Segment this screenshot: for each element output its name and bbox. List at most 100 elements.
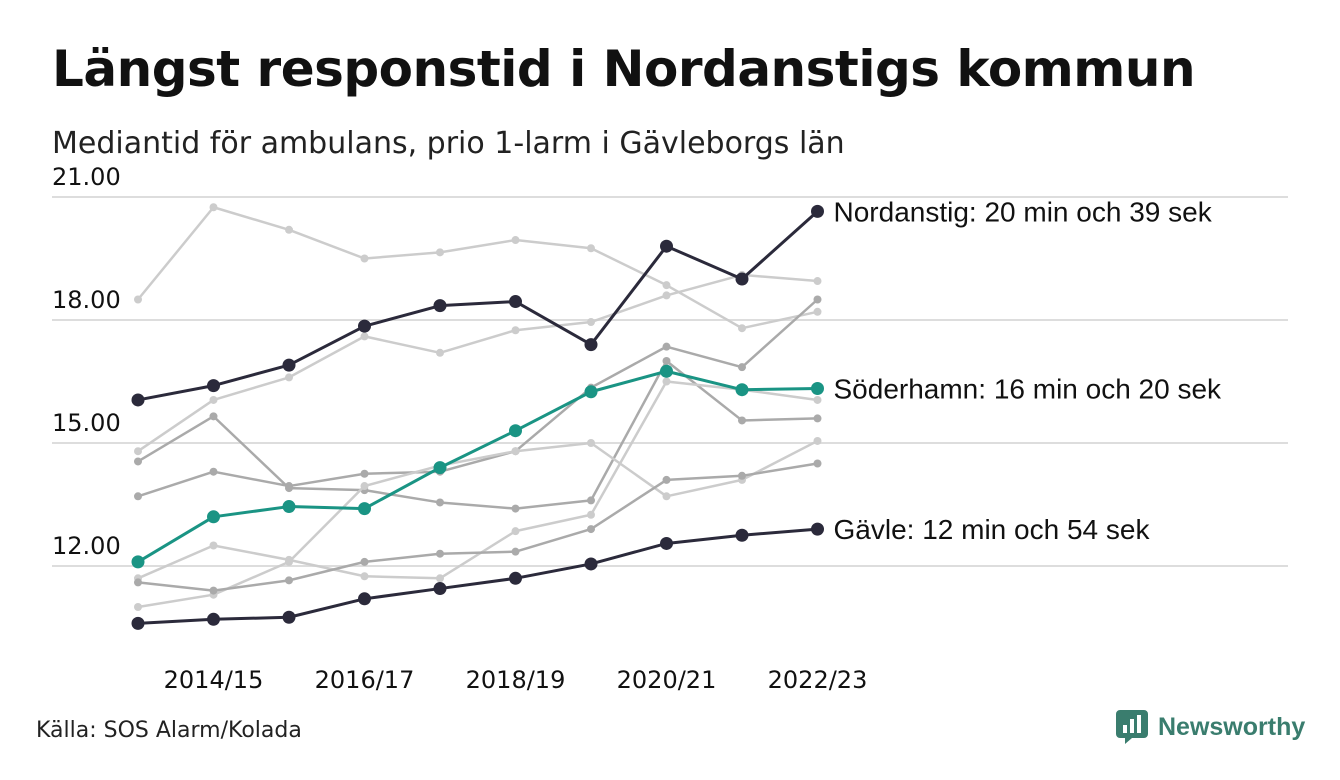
data-point: [209, 412, 218, 421]
series-line: [137, 369, 818, 564]
data-point: [134, 492, 142, 501]
data-point: [735, 383, 749, 397]
data-point: [584, 557, 598, 571]
series-background: [134, 203, 822, 333]
data-point: [509, 295, 522, 309]
data-point: [360, 469, 369, 478]
data-point: [662, 342, 671, 351]
data-point: [285, 225, 293, 234]
series-nordanstig: Nordanstig: 20 min och 39 sek: [131, 196, 1213, 407]
data-point: [282, 358, 296, 372]
data-point: [662, 492, 671, 501]
x-tick-label: 2022/23: [768, 666, 868, 694]
series-background: [134, 270, 822, 456]
data-point: [134, 603, 142, 611]
data-point: [509, 571, 522, 585]
data-point: [134, 295, 142, 304]
data-point: [360, 557, 369, 566]
y-tick-label: 12.00: [52, 532, 121, 560]
data-point: [813, 459, 822, 468]
data-point: [813, 436, 822, 445]
data-point: [360, 572, 369, 581]
series-gävle: Gävle: 12 min och 54 sek: [131, 514, 1151, 630]
data-point: [738, 324, 746, 333]
data-point: [587, 318, 595, 327]
series-line: [137, 380, 818, 580]
data-point: [813, 307, 822, 316]
data-point: [811, 522, 824, 536]
data-point: [811, 204, 824, 218]
x-tick-label: 2016/17: [315, 666, 415, 694]
series-line: [137, 359, 818, 510]
data-point: [511, 504, 520, 513]
data-point: [209, 586, 218, 595]
data-point: [660, 364, 673, 378]
series-line: [137, 298, 819, 498]
data-point: [587, 244, 595, 253]
newsworthy-logo-icon: [1116, 710, 1148, 744]
data-point: [660, 536, 673, 550]
data-point: [813, 295, 822, 304]
data-point: [436, 574, 444, 583]
data-point: [511, 547, 520, 556]
data-point: [511, 236, 520, 245]
data-point: [511, 447, 520, 456]
data-point: [662, 281, 671, 290]
data-point: [433, 299, 447, 313]
data-point: [738, 363, 746, 372]
x-tick-label: 2018/19: [466, 666, 566, 694]
data-point: [131, 393, 145, 407]
data-point: [738, 471, 746, 480]
data-point: [436, 549, 444, 558]
data-point: [285, 482, 293, 491]
data-point: [134, 447, 142, 456]
source-note: Källa: SOS Alarm/Kolada: [36, 718, 302, 743]
series-line: [137, 527, 818, 625]
chart-title: Längst responstid i Nordanstigs kommun: [52, 40, 1196, 98]
series-background: [134, 357, 822, 513]
data-point: [584, 338, 598, 352]
data-point: [433, 582, 447, 596]
data-point: [433, 461, 447, 475]
series-end-label: Nordanstig: 20 min och 39 sek: [834, 196, 1213, 227]
data-point: [436, 248, 444, 257]
data-point: [358, 319, 371, 333]
data-point: [209, 467, 218, 476]
data-point: [813, 395, 822, 404]
data-point: [813, 414, 822, 423]
data-point: [587, 510, 595, 519]
data-point: [131, 555, 145, 569]
data-point: [209, 395, 218, 404]
data-point: [662, 357, 671, 365]
series-background: [134, 295, 822, 501]
data-point: [207, 379, 220, 393]
series-line: [137, 210, 819, 402]
series-background: [134, 377, 822, 583]
series-background: [134, 436, 822, 611]
data-point: [587, 496, 595, 505]
data-point: [587, 439, 595, 447]
brand[interactable]: Newsworthy: [1116, 710, 1305, 744]
series-line: [137, 273, 818, 453]
series-line: [137, 462, 818, 592]
data-point: [662, 377, 671, 386]
data-point: [662, 475, 671, 484]
series-end-label: Gävle: 12 min och 54 sek: [834, 514, 1151, 545]
y-tick-label: 21.00: [52, 163, 121, 191]
data-point: [360, 332, 369, 341]
data-point: [584, 385, 598, 399]
series-end-label: Söderhamn: 16 min och 20 sek: [834, 373, 1223, 404]
data-point: [285, 557, 293, 566]
y-tick-label: 15.00: [52, 409, 121, 437]
data-point: [285, 373, 293, 382]
data-point: [209, 541, 218, 550]
data-point: [282, 500, 296, 514]
data-point: [738, 416, 746, 425]
data-point: [285, 576, 293, 585]
data-point: [207, 612, 220, 626]
data-point: [131, 616, 145, 630]
data-point: [735, 528, 749, 542]
series-söderhamn: Söderhamn: 16 min och 20 sek: [131, 364, 1223, 569]
data-point: [587, 525, 595, 534]
